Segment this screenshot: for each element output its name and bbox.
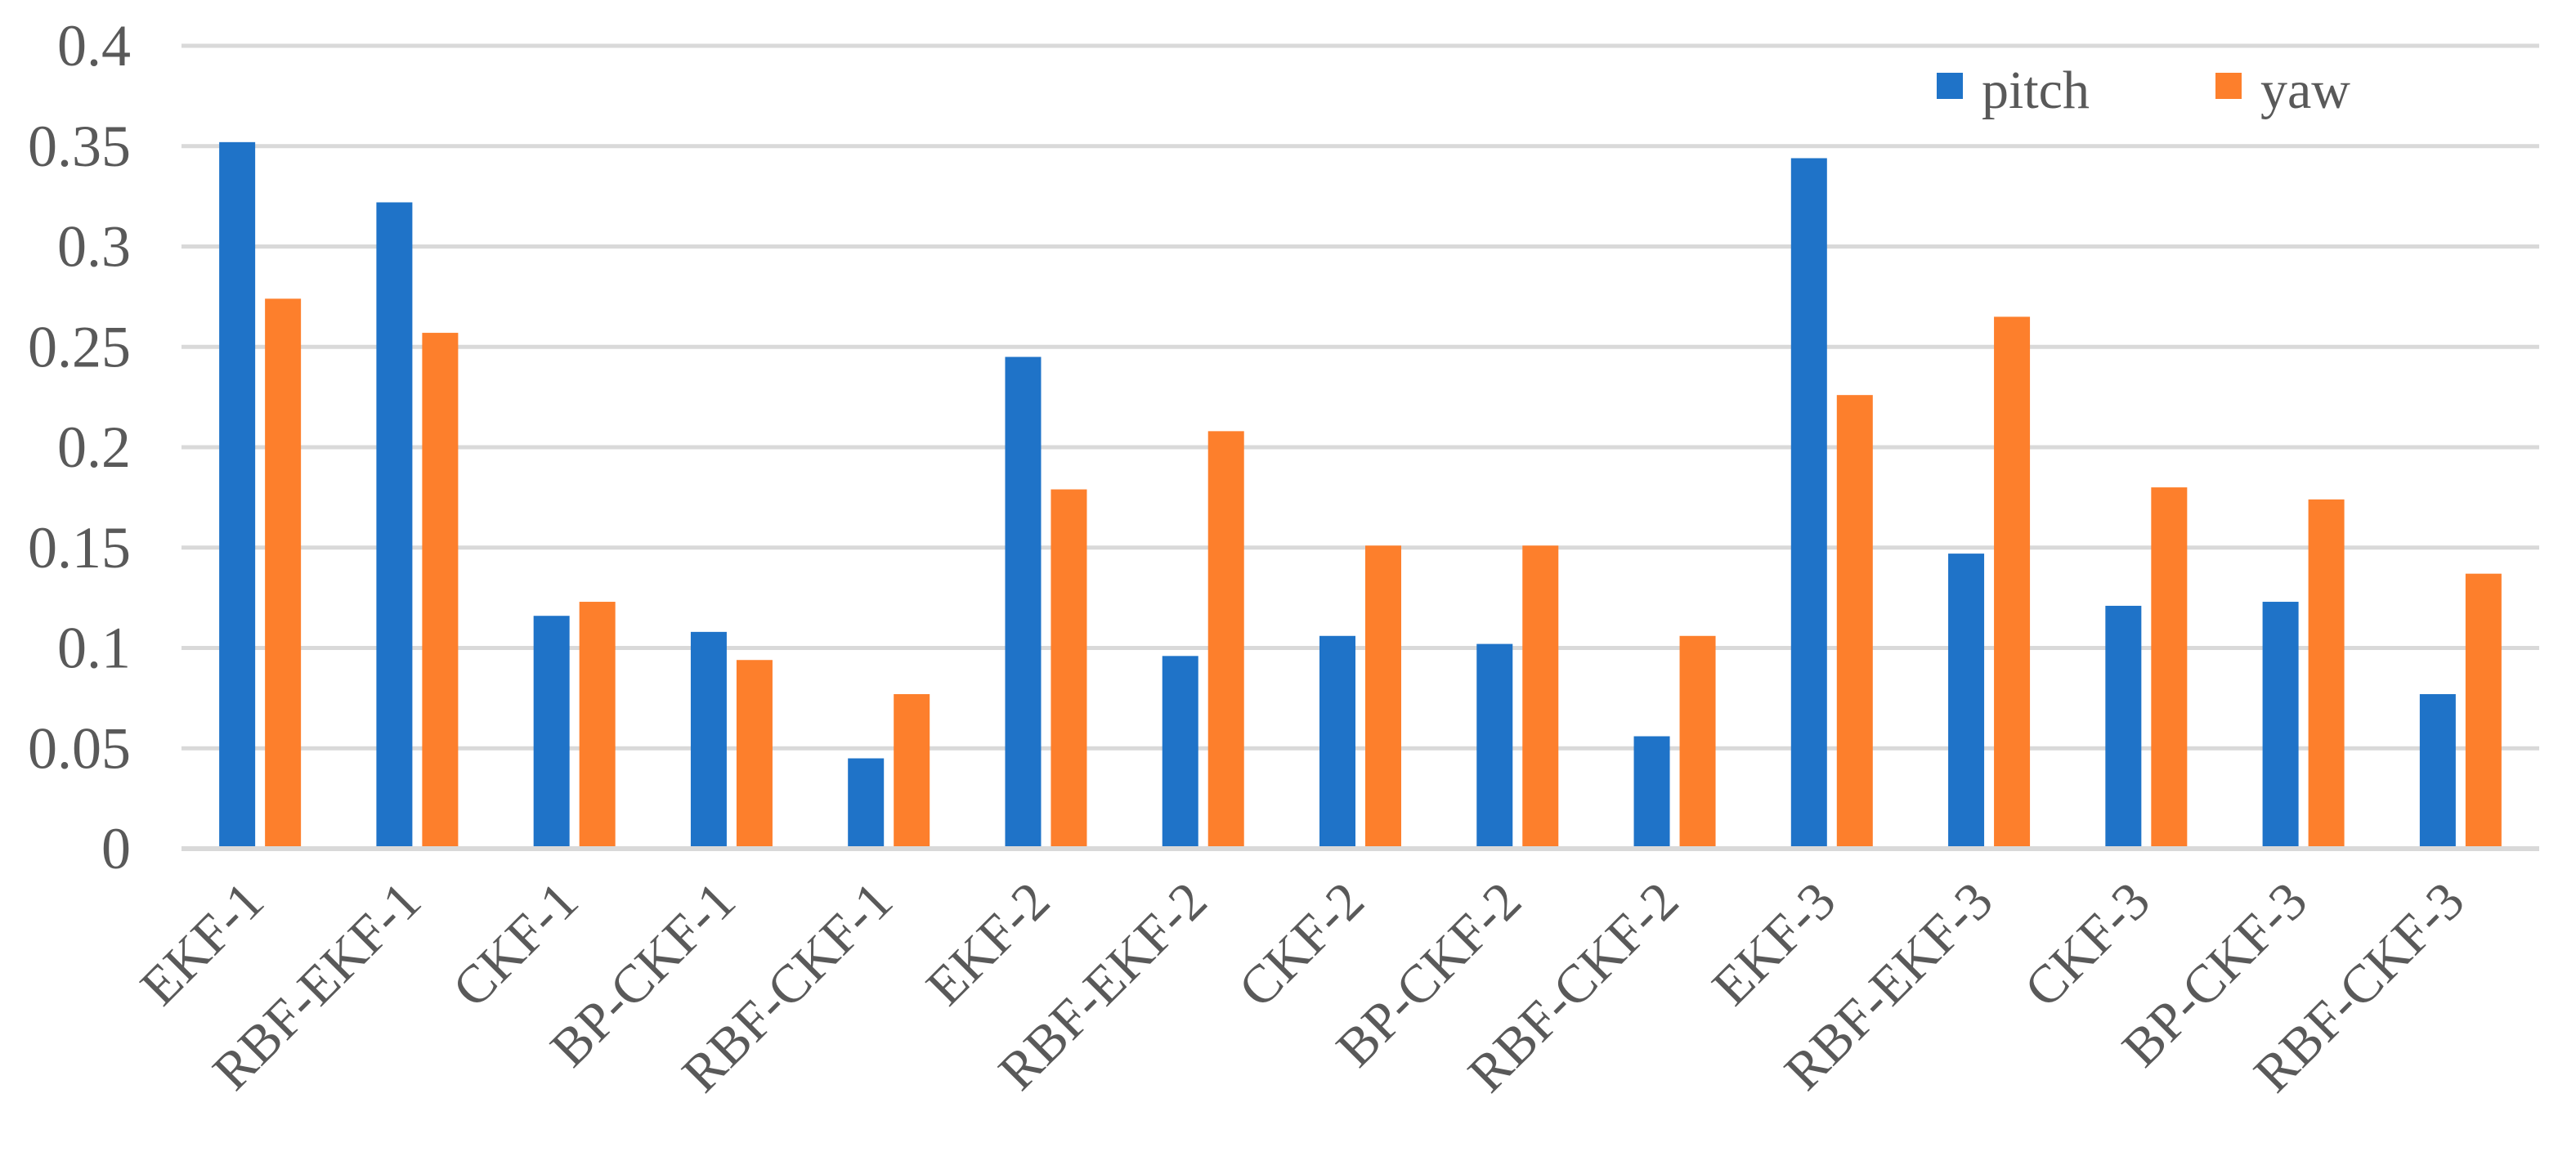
- bar-pitch-RBF-CKF-1: [848, 758, 885, 849]
- y-tick-label: 0.35: [28, 114, 131, 179]
- legend-label-yaw: yaw: [2260, 61, 2350, 120]
- bar-yaw-RBF-EKF-1: [422, 333, 459, 849]
- bar-yaw-BP-CKF-3: [2308, 499, 2345, 849]
- y-axis-tick-labels: 0 0.05 0.1 0.15 0.2 0.25 0.3 0.35 0.4: [28, 13, 131, 881]
- bar-yaw-EKF-3: [1836, 395, 1873, 849]
- x-category-label: CKF-3: [2014, 871, 2162, 1019]
- bar-yaw-EKF-1: [265, 298, 302, 849]
- bar-pitch-BP-CKF-3: [2262, 602, 2299, 849]
- legend-label-pitch: pitch: [1982, 61, 2090, 120]
- bar-pitch-RBF-EKF-1: [376, 202, 413, 849]
- x-category-label: CKF-1: [441, 871, 589, 1019]
- bar-yaw-RBF-EKF-2: [1207, 431, 1244, 849]
- bar-pitch-RBF-EKF-2: [1162, 656, 1198, 849]
- bar-pitch-BP-CKF-2: [1476, 643, 1513, 849]
- bar-pitch-CKF-3: [2105, 605, 2142, 849]
- bar-pitch-EKF-1: [219, 141, 256, 849]
- x-category-label: CKF-2: [1227, 871, 1375, 1019]
- bar-yaw-RBF-EKF-3: [1994, 316, 2031, 849]
- legend: pitch yaw: [1937, 61, 2350, 120]
- bar-yaw-EKF-2: [1051, 489, 1087, 849]
- legend-swatch-yaw: [2215, 73, 2242, 99]
- x-category-label: EKF-1: [129, 871, 276, 1017]
- bar-yaw-CKF-1: [579, 602, 616, 849]
- y-tick-label: 0.25: [28, 314, 131, 379]
- bar-pitch-BP-CKF-1: [690, 631, 727, 849]
- bar-yaw-RBF-CKF-2: [1679, 635, 1716, 849]
- y-tick-label: 0.05: [28, 715, 131, 781]
- gridlines: [181, 43, 2539, 751]
- bar-pitch-RBF-CKF-2: [1633, 736, 1670, 849]
- x-category-label: EKF-3: [1701, 871, 1848, 1017]
- bars: [219, 141, 2502, 849]
- y-tick-label: 0.2: [57, 415, 131, 480]
- bar-pitch-RBF-EKF-3: [1948, 554, 1985, 849]
- bar-pitch-CKF-2: [1319, 635, 1355, 849]
- bar-pitch-EKF-2: [1005, 356, 1042, 849]
- bar-pitch-CKF-1: [533, 616, 570, 849]
- bar-yaw-CKF-2: [1365, 545, 1401, 849]
- y-tick-label: 0.4: [57, 13, 131, 78]
- y-tick-label: 0.15: [28, 515, 131, 580]
- bar-yaw-CKF-3: [2151, 487, 2188, 849]
- bar-yaw-RBF-CKF-1: [894, 693, 930, 849]
- bar-yaw-BP-CKF-1: [736, 660, 773, 849]
- bar-yaw-BP-CKF-2: [1522, 545, 1559, 849]
- y-tick-label: 0.3: [57, 214, 131, 280]
- bar-pitch-RBF-CKF-3: [2419, 693, 2456, 849]
- bar-yaw-RBF-CKF-3: [2465, 573, 2502, 849]
- bar-pitch-EKF-3: [1790, 158, 1827, 849]
- y-tick-label: 0: [101, 816, 131, 881]
- x-category-label: EKF-2: [915, 871, 1061, 1017]
- legend-swatch-pitch: [1937, 73, 1963, 99]
- y-tick-label: 0.1: [57, 616, 131, 681]
